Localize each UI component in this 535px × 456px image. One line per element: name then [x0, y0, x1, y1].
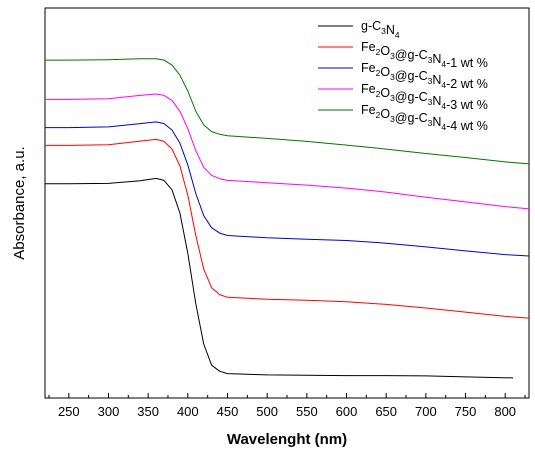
x-tick-label: 650: [375, 404, 397, 419]
legend-label-0: g-C3N4: [361, 19, 400, 40]
legend-label-2: Fe2O3@g-C3N4-2 wt %: [361, 61, 488, 91]
series-line-0: [45, 177, 514, 379]
x-tick-label: 450: [217, 404, 239, 419]
x-tick-label: 600: [336, 404, 358, 419]
series-line-4: [45, 58, 530, 165]
x-tick-label: 550: [296, 404, 318, 419]
x-tick-label: 300: [98, 404, 120, 419]
x-tick-label: 700: [415, 404, 437, 419]
x-tick-label: 350: [137, 404, 159, 419]
series-line-2: [45, 121, 530, 257]
x-tick-label: 400: [177, 404, 199, 419]
x-tick-label: 500: [256, 404, 278, 419]
legend-label-3: Fe2O3@g-C3N4-3 wt %: [361, 82, 488, 112]
series-lines: [45, 58, 530, 379]
y-axis-title: Absorbance, a.u.: [11, 146, 28, 259]
legend-label-1: Fe2O3@g-C3N4-1 wt %: [361, 40, 488, 70]
x-axis-ticks: 250 300 350 400 450 500 550 600 650 700 750 800: [48, 393, 526, 419]
x-tick-label: 800: [494, 404, 516, 419]
x-axis-title: Wavelenght (nm): [227, 431, 347, 448]
x-tick-label: 750: [455, 404, 477, 419]
x-tick-label: 250: [58, 404, 80, 419]
legend-label-4: Fe2O3@g-C3N4-4 wt %: [361, 103, 488, 133]
series-line-3: [45, 93, 530, 210]
series-line-1: [45, 138, 530, 319]
